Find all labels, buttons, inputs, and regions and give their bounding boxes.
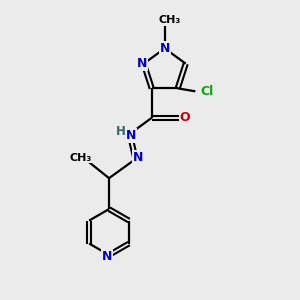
Text: N: N <box>137 57 147 70</box>
Text: N: N <box>133 151 144 164</box>
Text: CH₃: CH₃ <box>69 153 92 163</box>
Text: O: O <box>180 111 190 124</box>
Text: N: N <box>101 250 112 263</box>
Text: H: H <box>116 125 126 138</box>
Text: N: N <box>126 129 136 142</box>
Text: N: N <box>160 42 170 55</box>
Text: Cl: Cl <box>200 85 214 98</box>
Text: CH₃: CH₃ <box>158 15 180 25</box>
